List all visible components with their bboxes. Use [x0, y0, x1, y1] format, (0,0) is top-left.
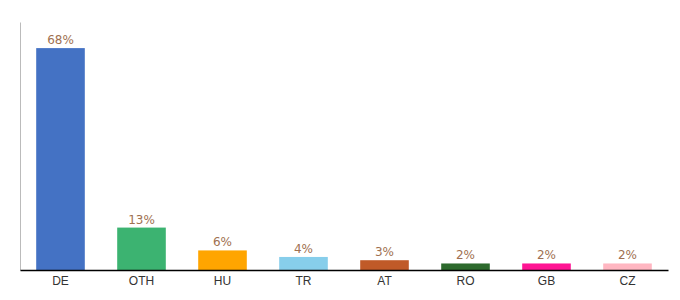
bars: [36, 48, 652, 270]
bar: [441, 263, 490, 270]
x-tick: DE: [52, 274, 69, 288]
x-tick: GB: [538, 274, 555, 288]
x-tick-label: AT: [377, 274, 392, 288]
bar: [198, 250, 247, 270]
x-tick: CZ: [620, 274, 636, 288]
bar: [522, 263, 571, 270]
bar: [279, 257, 328, 270]
x-tick-label: RO: [457, 274, 475, 288]
x-tick-label: HU: [214, 274, 231, 288]
bar: [360, 260, 409, 270]
bar: [603, 263, 652, 270]
bar: [117, 228, 166, 270]
y-axis: [20, 23, 21, 271]
x-tick: AT: [377, 274, 392, 288]
data-label: 6%: [213, 235, 232, 249]
data-label: 68%: [47, 33, 74, 47]
x-tick-label: DE: [52, 274, 69, 288]
data-labels: 68% 13% 6% 4% 3% 2% 2% 2%: [47, 33, 637, 262]
x-tick-label: OTH: [129, 274, 154, 288]
data-label: 4%: [294, 242, 313, 256]
x-tick: HU: [214, 274, 231, 288]
chart: DE OTH HU TR AT RO GB CZ 68% 13% 6% 4% 3% 2% 2% 2%: [0, 0, 680, 300]
data-label: 2%: [618, 248, 637, 262]
x-tick: RO: [457, 274, 475, 288]
data-label: 3%: [375, 245, 394, 259]
x-tick: OTH: [129, 274, 154, 288]
bar: [36, 48, 85, 270]
plot: DE OTH HU TR AT RO GB CZ 68% 13% 6% 4% 3% 2% 2% 2%: [21, 23, 669, 288]
x-axis-line: [21, 270, 669, 272]
x-tick-label: TR: [296, 274, 312, 288]
x-tick-label: CZ: [620, 274, 636, 288]
x-tick: TR: [296, 274, 312, 288]
data-label: 13%: [128, 213, 155, 227]
data-label: 2%: [537, 248, 556, 262]
y-axis-line: [20, 23, 21, 271]
x-tick-label: GB: [538, 274, 555, 288]
data-label: 2%: [456, 248, 475, 262]
x-axis: DE OTH HU TR AT RO GB CZ: [21, 271, 669, 288]
